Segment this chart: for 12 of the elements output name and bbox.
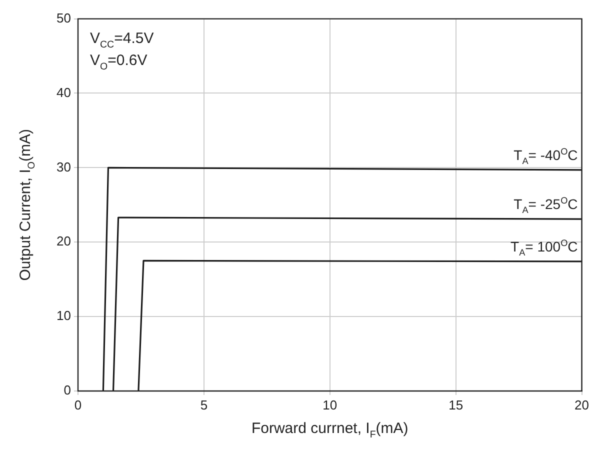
y-tick-label: 20: [56, 234, 71, 249]
y-axis-title: Output Current, IO(mA): [17, 128, 38, 281]
x-tick-label: 0: [74, 397, 82, 412]
y-tick-label: 50: [56, 10, 71, 26]
y-tick-label: 30: [56, 159, 71, 174]
y-tick-label: 0: [64, 382, 71, 398]
y-tick-label: 40: [56, 84, 71, 100]
x-tick-label: 20: [574, 397, 590, 412]
x-tick-label: 15: [448, 397, 464, 412]
x-tick-label: 10: [322, 397, 338, 412]
y-tick-label: 10: [56, 308, 71, 324]
x-tick-label: 5: [200, 397, 208, 412]
